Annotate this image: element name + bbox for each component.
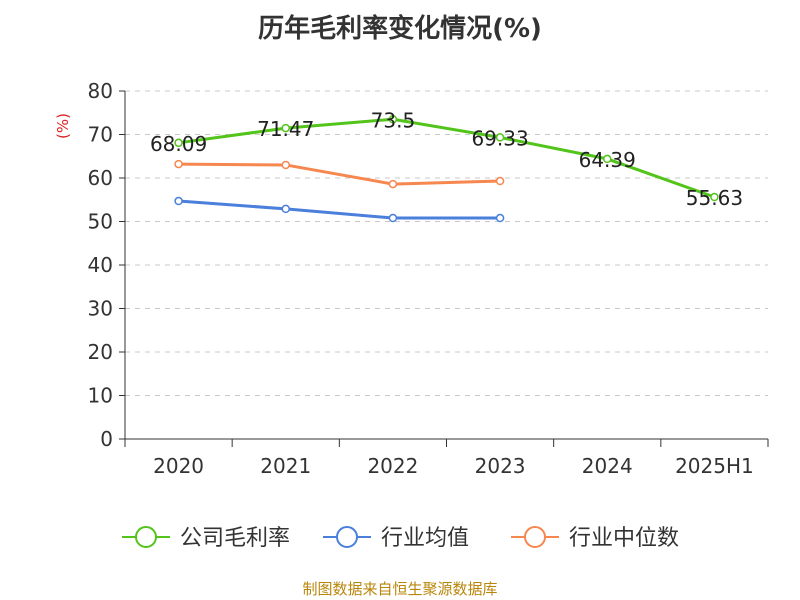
gridlines [125,90,768,396]
legend: 公司毛利率 行业均值 行业中位数 [122,526,679,551]
data-label: 68.09 [150,132,207,156]
data-point [495,133,505,142]
y-tick-label: 80 [88,79,113,103]
data-label: 55.63 [686,186,743,210]
x-tick-label: 2023 [475,454,526,478]
source-note: 制图数据来自恒生聚源数据库 [302,580,498,598]
y-tick-label: 0 [100,427,113,451]
axes: 0 10 20 30 40 50 60 70 80 2020 2021 2022 2023 2024 202… [88,79,769,478]
data-point [710,192,719,202]
y-tick-label: 30 [88,297,113,321]
series-line [178,199,501,220]
data-point [603,154,612,164]
y-axis-label: (%) [54,113,72,139]
legend-label: 行业中位数 [569,526,679,551]
series-line [178,162,501,186]
chart-title: 历年毛利率变化情况(%) [258,14,542,44]
legend-marker [336,526,358,548]
x-tick-label: 2020 [153,454,204,478]
data-point [174,138,183,148]
data-label: 69.33 [471,126,528,150]
legend-marker [135,526,157,548]
data-point [281,160,290,170]
series-line [178,117,715,199]
y-tick-label: 60 [88,166,113,190]
data-point [495,213,505,223]
x-tick-label: 2022 [367,454,418,478]
y-tick-label: 10 [88,384,113,408]
x-tick-label: 2025H1 [675,454,754,478]
y-tick-label: 70 [88,123,113,147]
y-tick-label: 50 [88,210,113,234]
x-tick-label: 2021 [260,454,311,478]
data-label: 64.39 [579,148,636,172]
data-label: 71.47 [257,117,314,141]
data-point [281,204,290,214]
data-point [174,159,183,169]
data-point [388,213,398,223]
data-label: 73.5 [371,108,416,132]
data-point [495,176,505,186]
data-point [174,196,183,206]
y-tick-label: 40 [88,253,113,277]
data-point [388,179,398,189]
x-tick-label: 2024 [582,454,633,478]
legend-label: 行业均值 [381,526,469,551]
series: 68.09 71.47 73.5 69.33 64.39 55.63 [150,108,743,223]
legend-marker [524,526,546,548]
legend-label: 公司毛利率 [180,526,290,551]
y-tick-label: 20 [88,340,113,364]
data-point [281,123,290,133]
data-point [388,115,398,124]
